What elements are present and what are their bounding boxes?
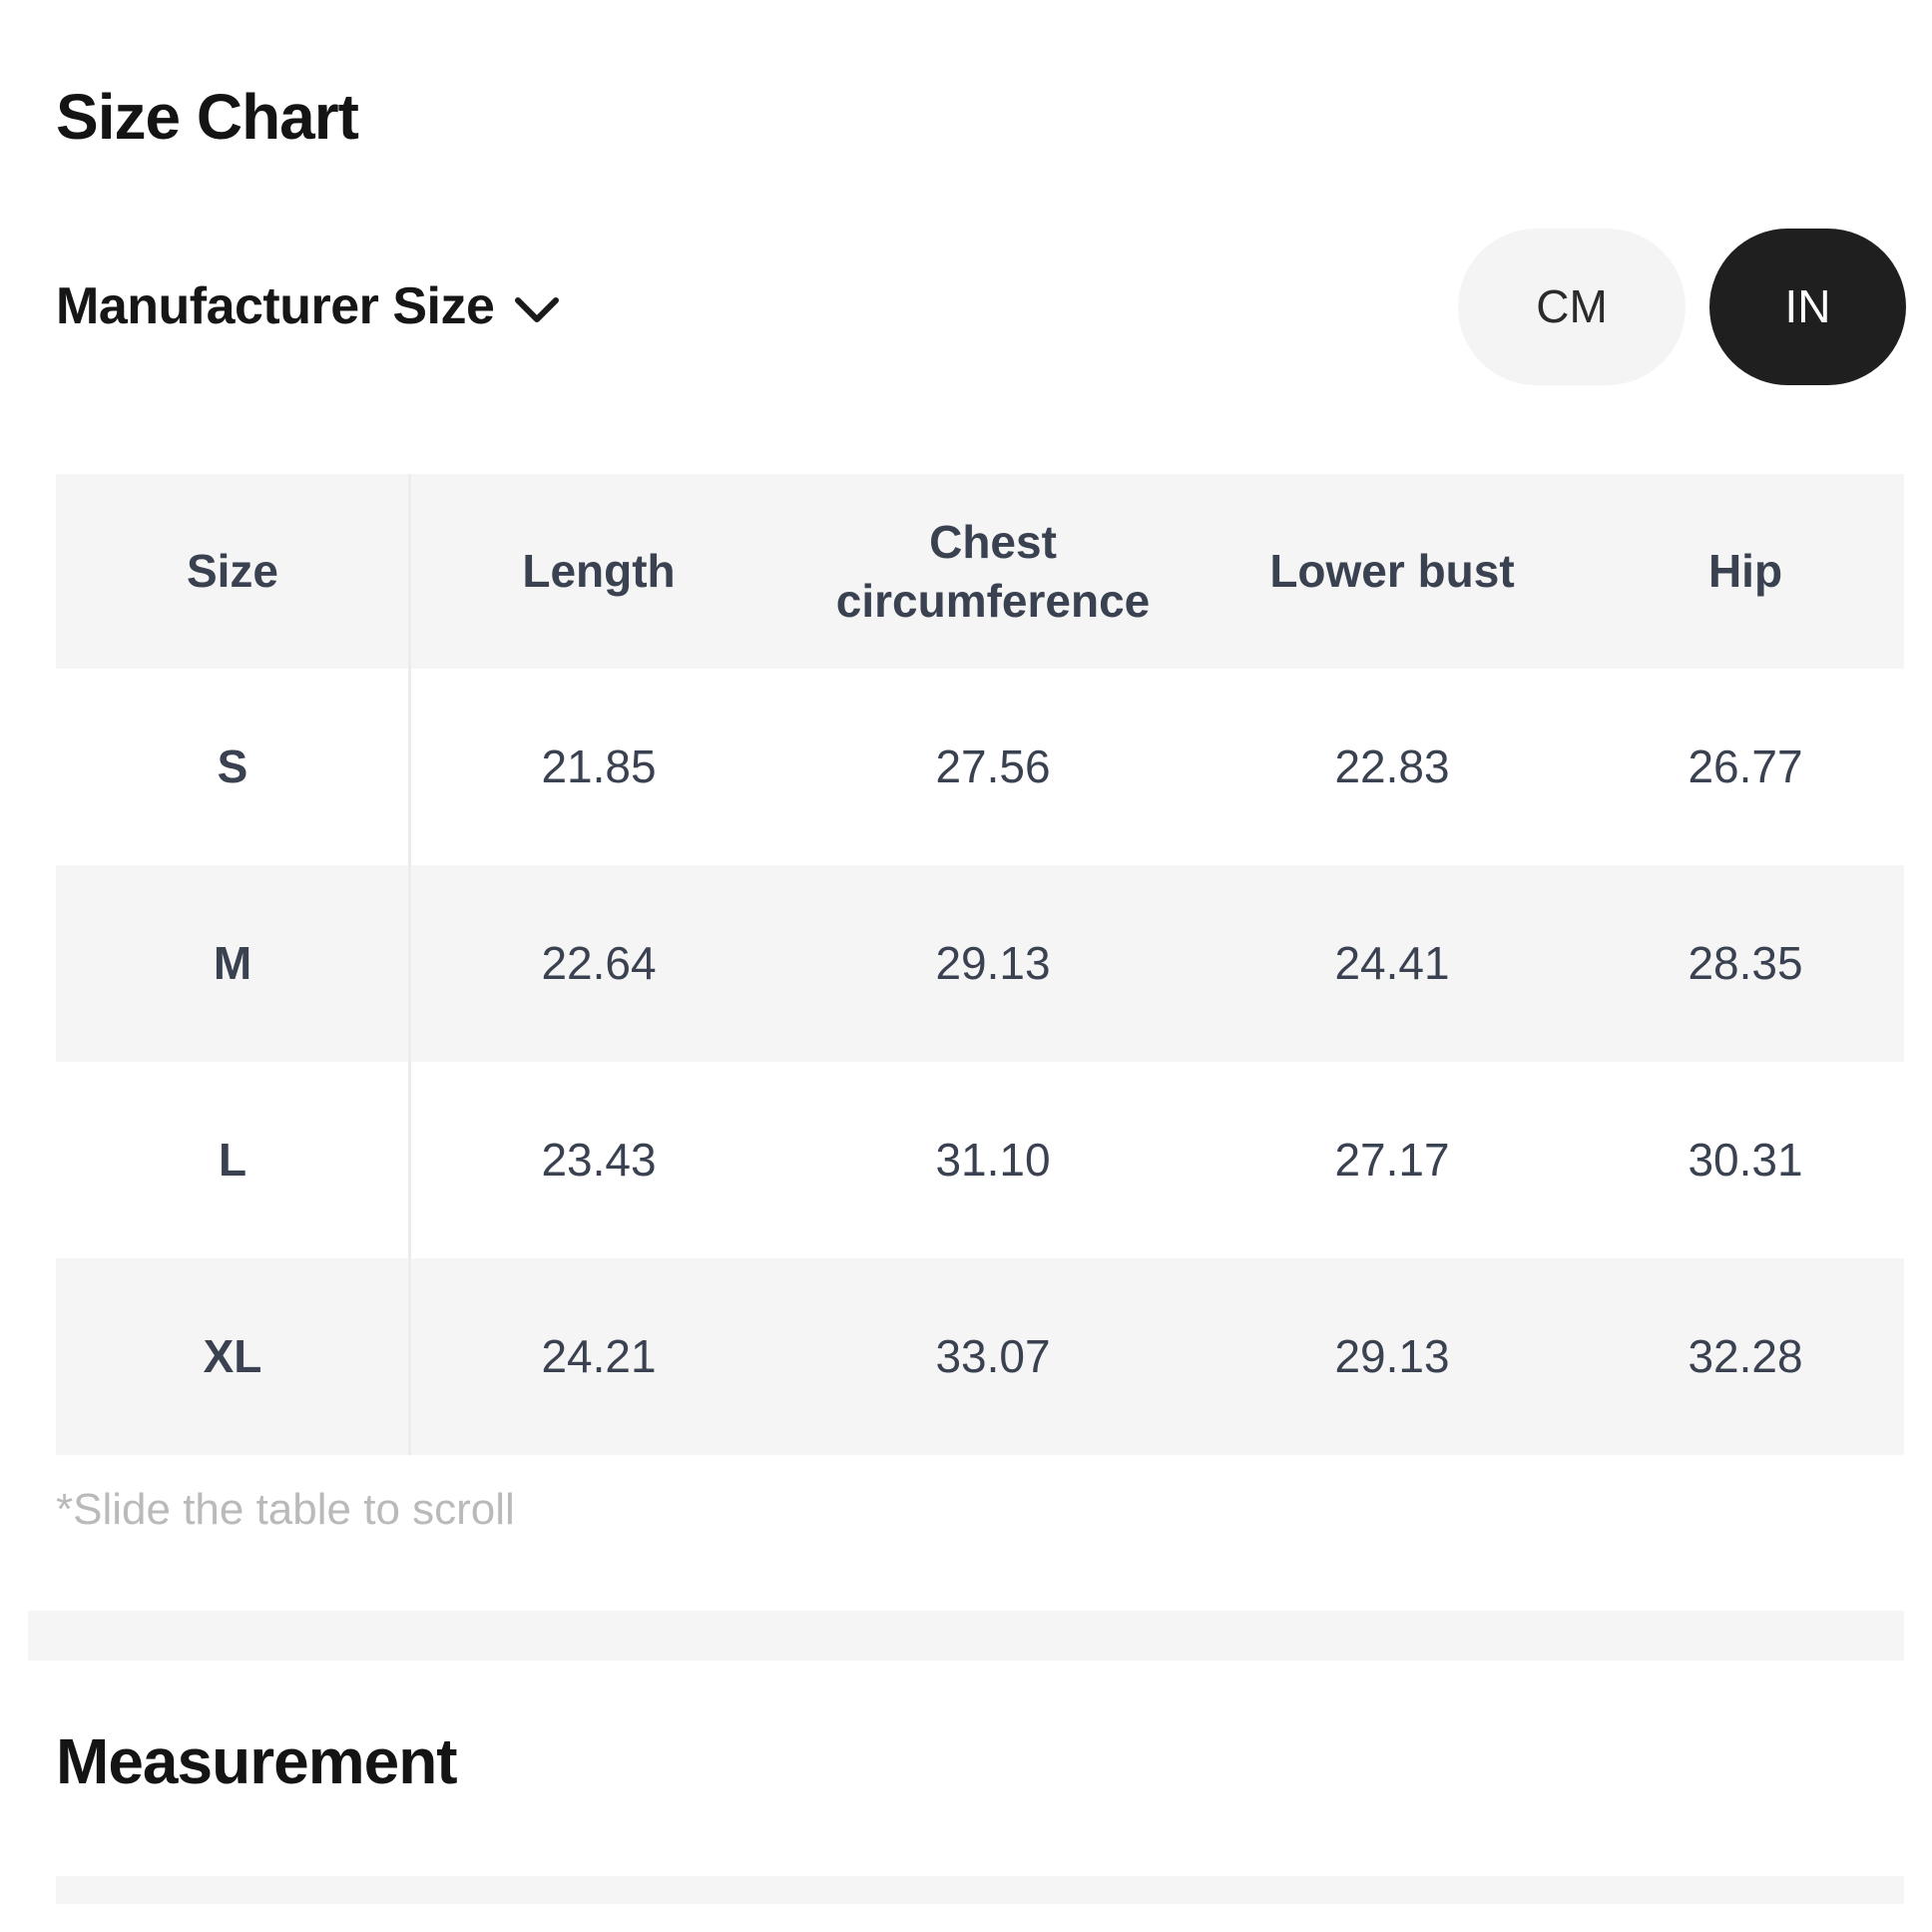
table-row-m: M 22.64 29.13 24.41 28.35 — [56, 865, 1904, 1062]
column-header-length: Length — [522, 545, 676, 597]
unit-toggle: CM IN — [1458, 228, 1906, 385]
cell-chest: 27.56 — [935, 740, 1051, 792]
measurement-section-title: Measurement — [56, 1725, 458, 1797]
cell-length: 23.43 — [541, 1134, 657, 1186]
table-row-xl: XL 24.21 33.07 29.13 32.28 — [56, 1258, 1904, 1455]
cell-chest: 29.13 — [935, 937, 1051, 989]
cell-hip: 28.35 — [1688, 937, 1803, 989]
cell-length: 24.21 — [541, 1330, 657, 1382]
controls-row: Manufacturer Size CM IN — [56, 228, 1906, 385]
cell-lower-bust: 29.13 — [1334, 1330, 1450, 1382]
cell-chest: 31.10 — [935, 1134, 1051, 1186]
manufacturer-size-dropdown[interactable]: Manufacturer Size — [56, 276, 560, 336]
cell-hip: 30.31 — [1688, 1134, 1803, 1186]
cell-lower-bust: 27.17 — [1334, 1134, 1450, 1186]
column-header-lower-bust: Lower bust — [1269, 545, 1515, 597]
cell-chest: 33.07 — [935, 1330, 1051, 1382]
cell-hip: 32.28 — [1688, 1330, 1803, 1382]
size-table-header-row: Size Length Chest circumference Lower bu… — [56, 474, 1904, 669]
size-table[interactable]: Size Length Chest circumference Lower bu… — [56, 474, 1904, 1455]
cell-lower-bust: 24.41 — [1334, 937, 1450, 989]
manufacturer-size-label: Manufacturer Size — [56, 277, 495, 335]
unit-cm-button[interactable]: CM — [1458, 228, 1686, 385]
cell-lower-bust: 22.83 — [1334, 740, 1450, 792]
chevron-down-icon — [515, 297, 560, 322]
column-header-size: Size — [186, 545, 279, 597]
column-header-hip: Hip — [1707, 545, 1783, 597]
page-title: Size Chart — [56, 81, 359, 153]
row-size-label: L — [218, 1134, 247, 1186]
unit-in-button[interactable]: IN — [1709, 228, 1906, 385]
scroll-hint-text: *Slide the table to scroll — [56, 1485, 515, 1534]
table-row-s: S 21.85 27.56 22.83 26.77 — [56, 669, 1904, 865]
section-divider — [28, 1611, 1904, 1661]
row-size-label: S — [217, 740, 248, 792]
cell-length: 21.85 — [541, 740, 657, 792]
measurement-table-top-edge — [56, 1876, 1904, 1904]
row-size-label: M — [213, 937, 252, 989]
row-size-label: XL — [203, 1330, 262, 1382]
cell-hip: 26.77 — [1688, 740, 1803, 792]
table-row-l: L 23.43 31.10 27.17 30.31 — [56, 1062, 1904, 1258]
column-header-chest-circumference: Chest circumference — [835, 515, 1151, 627]
cell-length: 22.64 — [541, 937, 657, 989]
